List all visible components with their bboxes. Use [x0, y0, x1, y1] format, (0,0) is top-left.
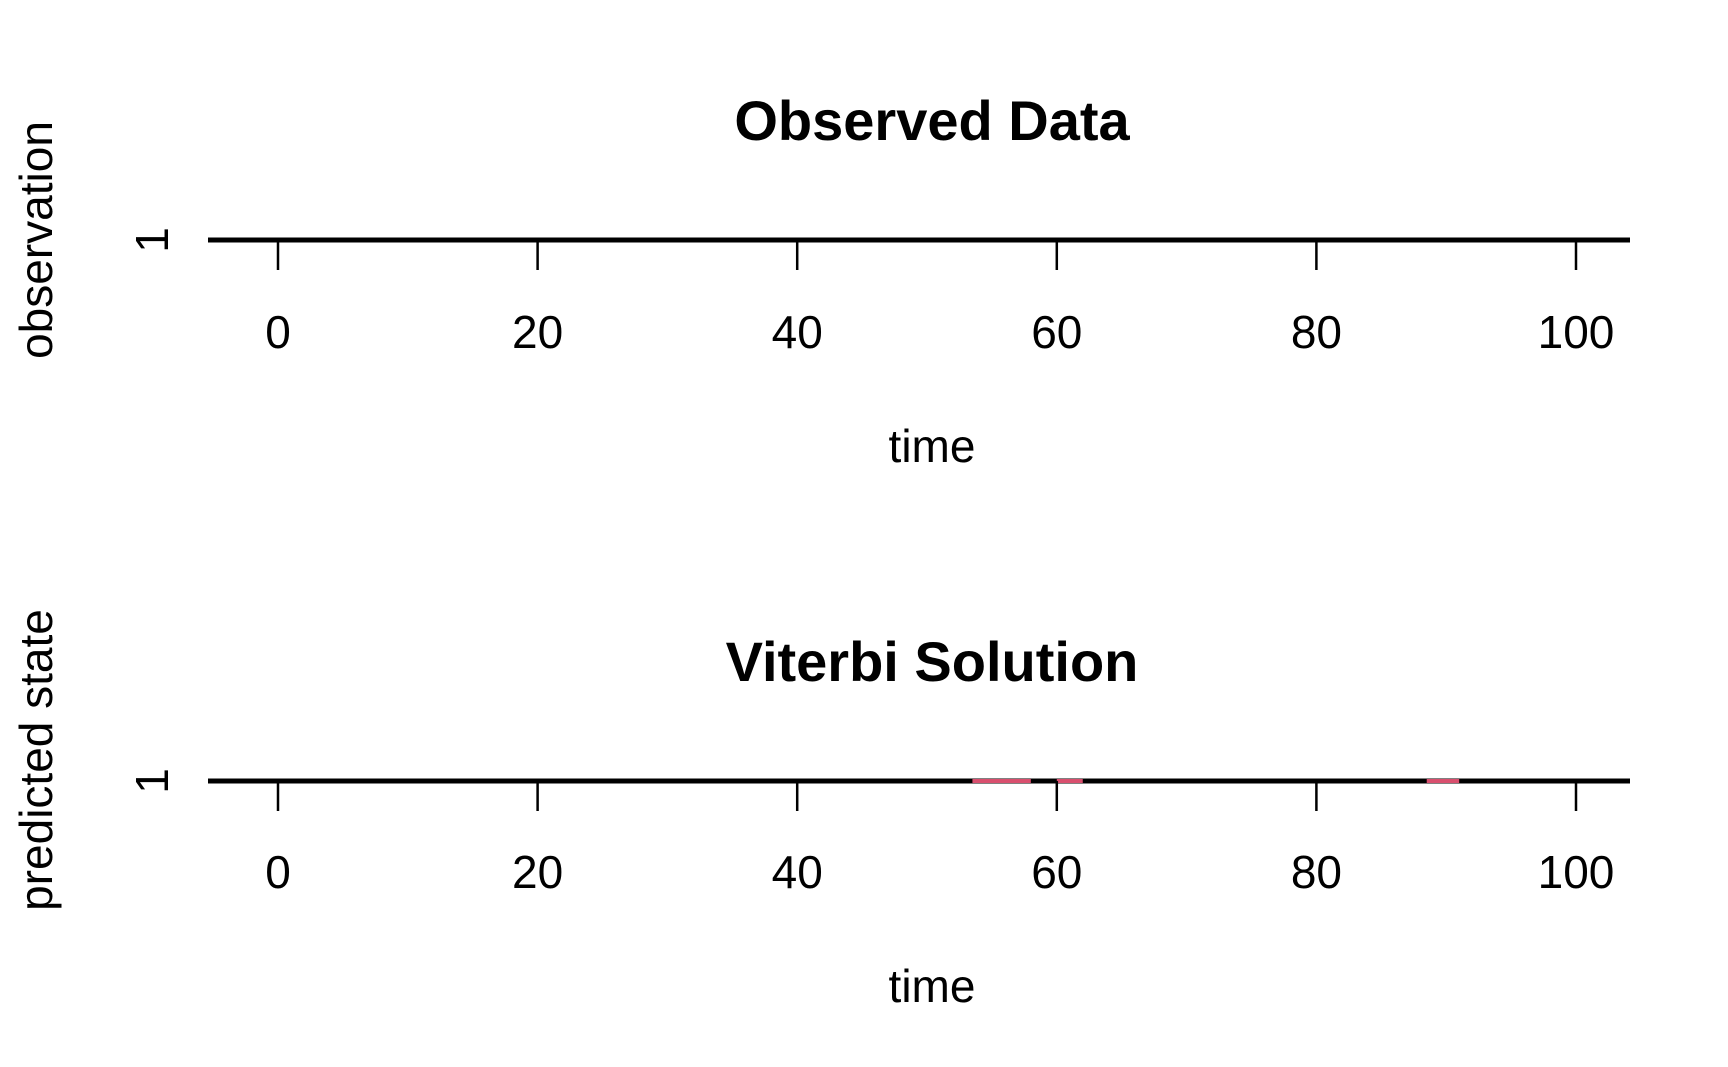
chart-title: Viterbi Solution	[726, 630, 1139, 693]
x-tick-label: 20	[512, 306, 563, 358]
x-tick-label: 40	[772, 846, 823, 898]
chart-title: Observed Data	[734, 89, 1130, 152]
x-axis-label: time	[889, 420, 976, 472]
x-tick-label: 0	[265, 846, 291, 898]
x-tick-label: 80	[1291, 846, 1342, 898]
x-tick-label: 60	[1031, 306, 1082, 358]
y-tick-label: 1	[126, 227, 178, 253]
y-axis-label: observation	[10, 121, 62, 359]
y-axis-label: predicted state	[10, 609, 62, 911]
x-tick-label: 80	[1291, 306, 1342, 358]
x-tick-label: 100	[1538, 306, 1615, 358]
x-tick-label: 20	[512, 846, 563, 898]
panel-observed-data: Observed Data 0 20 40 60 80 100 1 time observatio…	[10, 89, 1630, 472]
y-tick-label: 1	[126, 768, 178, 794]
panel-viterbi-solution: Viterbi Solution 0 20 40 60 80 100 1 time predict…	[10, 609, 1630, 1012]
x-tick-label: 100	[1538, 846, 1615, 898]
x-tick-label: 60	[1031, 846, 1082, 898]
x-axis-label: time	[889, 960, 976, 1012]
x-tick-label: 40	[772, 306, 823, 358]
x-tick-label: 0	[265, 306, 291, 358]
